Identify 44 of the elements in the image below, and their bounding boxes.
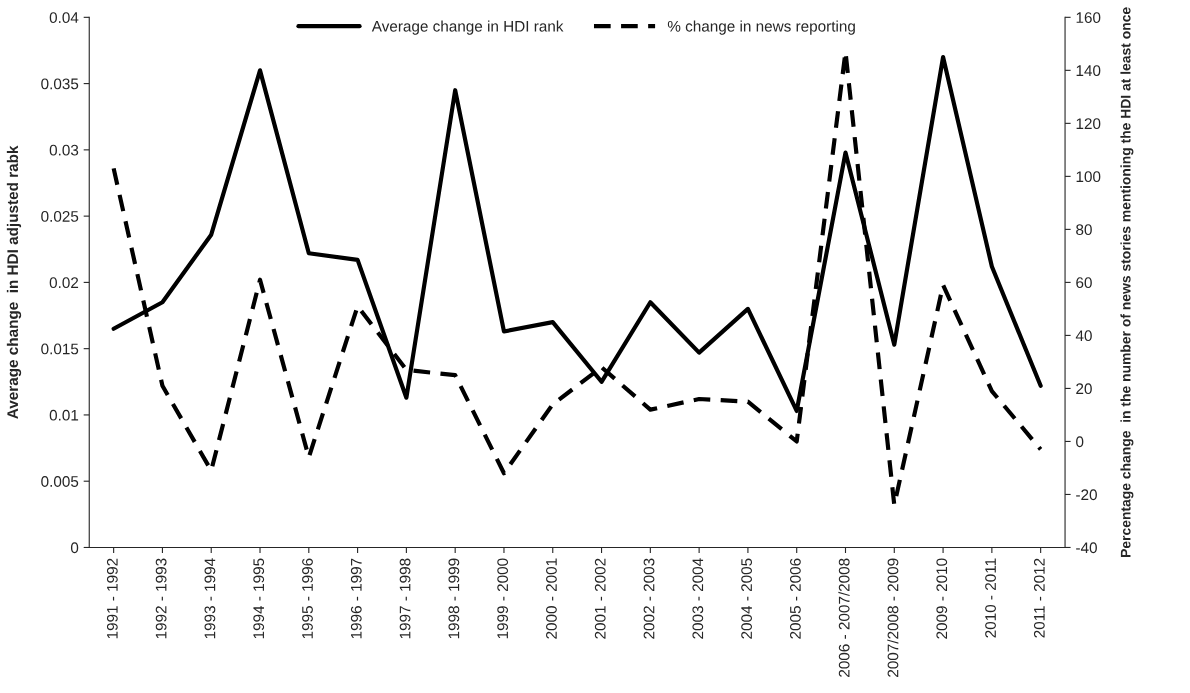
y-tick-label: 0 [70, 542, 79, 554]
x-tick-label: 1993 - 1994 [204, 558, 216, 639]
y2-tick-label: 0 [1076, 436, 1084, 448]
x-tick-label: 1992 - 1993 [155, 558, 167, 639]
x-tick-label: 2007/2008 - 2009 [887, 558, 899, 677]
y2-tick-label: 100 [1076, 171, 1101, 183]
x-tick-label: 1996 - 1997 [350, 558, 362, 639]
legend-label: Average change in HDI rank [371, 20, 564, 35]
x-tick-label: 1999 - 2000 [497, 558, 509, 639]
x-tick-label: 1995 - 1996 [302, 558, 313, 639]
y-tick-label: 0.025 [41, 211, 79, 222]
y-tick-label: 0.01 [49, 409, 79, 421]
y2-tick-label: 40 [1075, 330, 1092, 342]
x-tick-label: 1998 - 1999 [448, 558, 460, 639]
y2-tick-label: -20 [1076, 489, 1097, 501]
x-tick-label: 1997 - 1998 [399, 558, 411, 639]
y2-tick-label: 20 [1076, 383, 1092, 395]
y2-tick-label: -40 [1076, 542, 1097, 554]
x-tick-label: 2006 - 2007/2008 [838, 558, 850, 677]
x-tick-label: 2010 - 2011 [985, 558, 996, 638]
y-axis-title: Average change in HDI adjusted rabk [6, 145, 22, 419]
y-tick-label: 0.04 [49, 12, 79, 24]
x-tick-label: 1991 - 1992 [106, 558, 118, 639]
x-tick-label: 1994 - 1995 [253, 558, 265, 639]
x-tick-label: 2000 - 2001 [546, 558, 557, 639]
y-tick-label: 0.03 [49, 144, 79, 156]
y-tick-label: 0.02 [49, 277, 79, 289]
y2-axis-title: Percentage change in the number of news stories mentioning the HDI at least once [1120, 7, 1134, 557]
x-tick-label: 2001 - 2002 [594, 558, 606, 639]
x-tick-label: 2005 - 2006 [789, 558, 801, 639]
y-tick-label: 0.015 [41, 343, 79, 355]
y2-tick-label: 160 [1076, 12, 1101, 24]
y2-tick-label: 120 [1076, 118, 1101, 130]
x-tick-label: 2009 - 2010 [936, 558, 948, 639]
x-tick-label: 2003 - 2004 [692, 558, 704, 639]
x-tick-label: 2004 - 2005 [741, 558, 753, 639]
x-tick-label: 2002 - 2003 [643, 558, 655, 639]
y-tick-label: 0.035 [41, 78, 79, 90]
y2-tick-label: 60 [1076, 277, 1092, 289]
y-tick-label: 0.005 [41, 476, 79, 487]
y2-tick-label: 140 [1076, 65, 1101, 77]
y2-tick-label: 80 [1076, 224, 1092, 236]
x-tick-label: 2011 - 2012 [1033, 558, 1045, 638]
legend-label: % change in news reporting [667, 20, 855, 35]
